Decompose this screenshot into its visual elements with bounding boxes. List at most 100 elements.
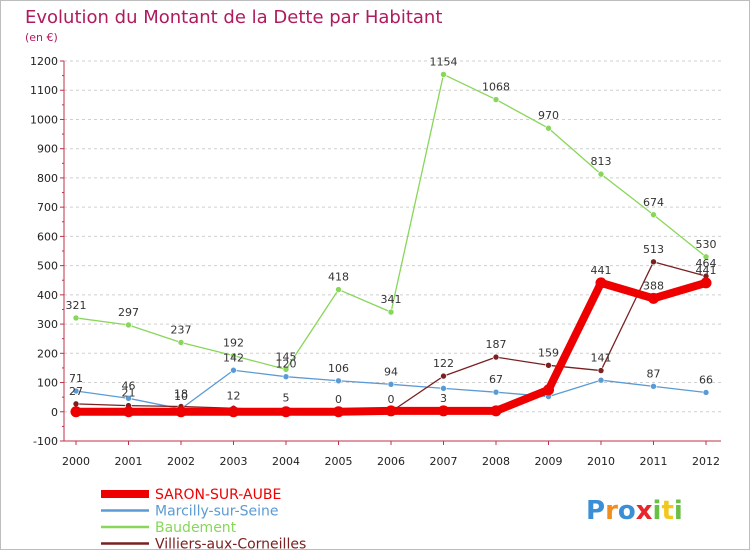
data-point: [492, 353, 500, 361]
data-label: 297: [118, 306, 139, 319]
data-label: 21: [122, 387, 136, 400]
data-point: [700, 277, 712, 289]
data-point: [440, 385, 447, 392]
data-point: [545, 361, 552, 369]
data-point: [648, 292, 659, 304]
data-label: 237: [171, 323, 192, 336]
data-point: [650, 258, 657, 266]
legend-label: SARON-SUR-AUBE: [155, 487, 281, 503]
data-label: 122: [433, 357, 454, 370]
data-label: 513: [643, 243, 664, 256]
data-label: 441: [591, 264, 612, 277]
data-point: [438, 405, 449, 417]
data-point: [702, 389, 710, 396]
data-point: [440, 71, 447, 78]
y-tick-label: 0: [51, 406, 58, 419]
data-label: 970: [538, 109, 559, 122]
logo-letter: P: [586, 496, 605, 526]
data-point: [543, 384, 554, 396]
y-tick-label: 500: [37, 260, 58, 273]
data-label: 142: [223, 351, 244, 364]
x-tick-label: 2005: [325, 455, 353, 468]
data-label: 12: [227, 389, 241, 402]
x-tick-label: 2008: [482, 455, 510, 468]
data-point: [702, 253, 710, 261]
data-point: [595, 277, 607, 289]
data-point: [545, 124, 552, 132]
data-point: [440, 372, 447, 380]
logo-letter: i: [674, 496, 683, 526]
chart-title: Evolution du Montant de la Dette par Hab…: [25, 7, 442, 28]
series-villiers-aux-corneilles: [72, 258, 710, 416]
data-label: 464: [696, 257, 717, 270]
data-label: 10: [174, 390, 188, 403]
data-point: [123, 406, 134, 418]
data-point: [385, 405, 397, 417]
data-label: 321: [66, 299, 87, 312]
data-label: 66: [699, 373, 713, 386]
data-label: 0: [388, 393, 395, 406]
data-label: 418: [328, 271, 349, 284]
data-label: 145: [276, 350, 297, 363]
data-point: [335, 286, 342, 293]
data-label: 120: [276, 358, 297, 371]
data-label: 0: [335, 393, 342, 406]
x-tick-label: 2011: [640, 455, 668, 468]
data-point: [387, 308, 395, 316]
series-saron-sur-aube: [70, 277, 712, 418]
data-point: [650, 383, 657, 390]
x-tick-label: 2007: [430, 455, 458, 468]
data-point: [175, 406, 187, 418]
y-tick-label: 200: [37, 347, 58, 360]
data-point: [72, 400, 80, 408]
data-point: [333, 406, 344, 418]
y-tick-label: 900: [37, 143, 58, 156]
data-label: 94: [384, 365, 398, 378]
logo-letter: x: [636, 496, 653, 526]
y-tick-label: 600: [37, 230, 58, 243]
data-point: [125, 321, 132, 329]
y-tick-label: 1100: [30, 84, 58, 97]
x-tick-label: 2003: [220, 455, 248, 468]
data-point: [72, 387, 80, 395]
data-label: 1154: [430, 55, 458, 68]
y-tick-label: 800: [37, 172, 58, 185]
y-tick-label: 300: [37, 318, 58, 331]
data-point: [650, 211, 657, 219]
data-label: 46: [122, 379, 136, 392]
data-label: 141: [591, 352, 612, 365]
data-label: 441: [696, 264, 717, 277]
y-tick-label: 100: [37, 377, 58, 390]
data-point: [125, 395, 132, 402]
data-label: 87: [647, 367, 661, 380]
data-point: [230, 352, 237, 359]
data-point: [228, 406, 239, 418]
data-label: 341: [381, 293, 402, 306]
data-label: 674: [643, 196, 664, 209]
legend: SARON-SUR-AUBEMarcilly-sur-SeineBaudemen…: [101, 487, 306, 549]
series-baudement: [72, 71, 710, 373]
data-label: 71: [69, 372, 83, 385]
data-point: [335, 377, 342, 385]
y-tick-label: 400: [37, 289, 58, 302]
data-label: 5: [283, 391, 290, 404]
legend-label: Marcilly-sur-Seine: [155, 504, 279, 520]
axes: -100010020030040050060070080090010001100…: [30, 55, 721, 468]
data-label: 27: [69, 385, 83, 398]
data-point: [492, 96, 500, 103]
x-tick-label: 2000: [62, 455, 90, 468]
data-point: [387, 380, 395, 388]
legend-label: Villiers-aux-Corneilles: [155, 537, 306, 550]
logo-text: Proxiti: [586, 496, 683, 526]
data-point: [597, 376, 605, 384]
x-tick-label: 2012: [692, 455, 720, 468]
y-tick-label: -100: [33, 435, 58, 448]
y-tick-label: 1000: [30, 113, 58, 126]
data-point: [492, 388, 500, 396]
data-label: 159: [538, 346, 559, 359]
data-label: 1068: [482, 81, 510, 94]
data-label: 813: [591, 155, 612, 168]
data-point: [72, 314, 80, 322]
